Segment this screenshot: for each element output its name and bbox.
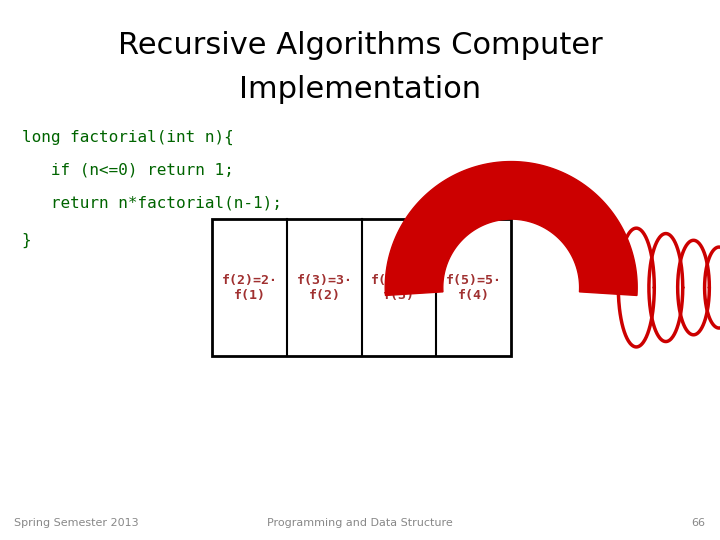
Text: return n*factorial(n-1);: return n*factorial(n-1); — [22, 195, 282, 210]
Bar — [212, 219, 511, 356]
Text: Programming and Data Structure: Programming and Data Structure — [267, 518, 453, 528]
Text: if (n<=0) return 1;: if (n<=0) return 1; — [22, 163, 233, 178]
Text: 66: 66 — [692, 518, 706, 528]
Text: f(2)=2·
f(1): f(2)=2· f(1) — [222, 274, 278, 301]
Text: }: } — [22, 233, 31, 248]
Polygon shape — [385, 161, 637, 295]
Text: f(3)=3·
f(2): f(3)=3· f(2) — [297, 274, 353, 301]
Text: f(5)=5·
f(4): f(5)=5· f(4) — [446, 274, 502, 301]
Text: Implementation: Implementation — [239, 75, 481, 104]
Text: long factorial(int n){: long factorial(int n){ — [22, 130, 233, 145]
Text: Spring Semester 2013: Spring Semester 2013 — [14, 518, 139, 528]
Text: Recursive Algorithms Computer: Recursive Algorithms Computer — [117, 31, 603, 60]
Text: f(4)=4·
f(3): f(4)=4· f(3) — [371, 274, 427, 301]
